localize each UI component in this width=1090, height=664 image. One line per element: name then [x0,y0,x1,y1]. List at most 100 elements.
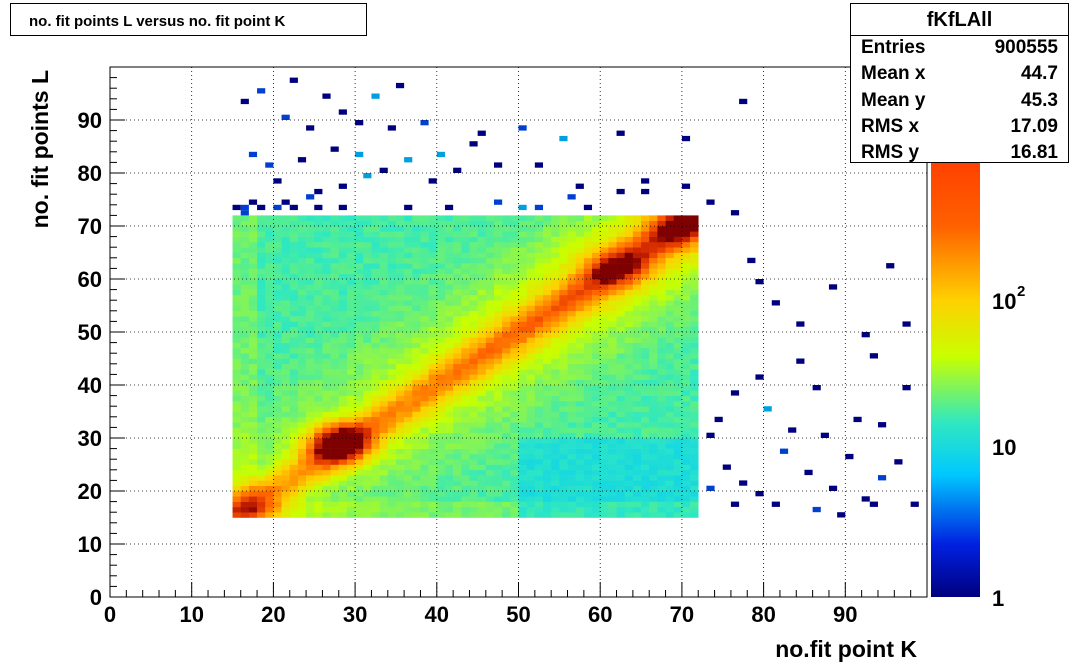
heatmap-cell [551,453,560,460]
x-tick-label: 80 [751,602,775,627]
heatmap-cell [444,305,454,312]
heatmap-cell [428,316,438,322]
outlier-cell [739,480,748,486]
heatmap-cell [387,390,397,396]
heatmap-cell [379,374,389,380]
heatmap-cell [461,422,470,428]
heatmap-cell [551,411,560,418]
heatmap-cell [592,512,601,518]
heatmap-cell [363,395,372,402]
heatmap-cell [314,321,323,327]
heatmap-cell [395,432,405,439]
heatmap-cell [281,480,291,486]
heatmap-cell [461,294,470,301]
heatmap-cell [248,353,258,359]
heatmap-cell [641,321,650,327]
heatmap-cell [265,416,274,423]
heatmap-cell [567,506,576,513]
heatmap-cell [632,284,642,290]
heatmap-cell [559,475,568,481]
heatmap-cell [453,443,462,449]
heatmap-cell [428,512,438,518]
heatmap-cell [575,326,585,333]
heatmap-cell [681,379,691,386]
heatmap-cell [444,464,454,471]
heatmap-cell [379,406,389,412]
heatmap-cell [551,241,560,248]
heatmap-cell [297,469,307,476]
heatmap-cell [690,305,699,312]
heatmap-cell [608,512,617,518]
heatmap-cell [526,438,536,444]
heatmap-cell [673,480,683,486]
heatmap-cell [355,427,364,433]
heatmap-cell [600,347,609,354]
heatmap-cell [404,475,413,481]
heatmap-cell [477,369,487,375]
heatmap-cell [453,241,462,248]
heatmap-cell [477,491,487,497]
heatmap-cell [257,332,266,338]
heatmap-cell [265,231,274,237]
heatmap-cell [363,347,372,354]
heatmap-cell [453,480,462,486]
heatmap-cell [649,506,658,513]
heatmap-cell [608,395,617,402]
heatmap-cell [485,220,495,227]
heatmap-cell [363,506,372,513]
heatmap-cell [551,215,560,221]
heatmap-cell [355,506,364,513]
heatmap-cell [240,469,250,476]
heatmap-cell [436,294,446,301]
heatmap-cell [559,279,568,285]
heatmap-cell [649,268,658,274]
heatmap-cell [493,448,503,455]
heatmap-cell [469,363,478,370]
heatmap-cell [395,358,405,365]
heatmap-cell [551,400,560,407]
heatmap-cell [583,411,593,418]
heatmap-cell [657,506,666,513]
heatmap-cell [632,321,642,327]
heatmap-cell [404,347,413,354]
heatmap-cell [624,464,634,471]
heatmap-cell [363,252,372,259]
heatmap-cell [616,226,626,232]
heatmap-cell [240,305,250,312]
heatmap-cell [412,512,421,518]
heatmap-cell [649,512,658,518]
heatmap-cell [379,247,389,253]
heatmap-cell [281,406,291,412]
heatmap-cell [641,236,650,243]
heatmap-cell [436,453,446,460]
heatmap-cell [371,363,380,370]
heatmap-cell [338,358,348,365]
heatmap-cell [281,236,291,243]
heatmap-cell [297,247,307,253]
heatmap-cell [420,400,429,407]
heatmap-cell [485,273,495,280]
heatmap-cell [404,342,413,349]
heatmap-cell [592,422,601,428]
heatmap-cell [330,231,340,237]
heatmap-cell [412,411,421,418]
heatmap-cell [461,374,470,380]
heatmap-cell [461,390,470,396]
heatmap-cell [608,427,617,433]
heatmap-cell [257,252,266,259]
heatmap-cell [665,400,675,407]
heatmap-cell [616,406,626,412]
heatmap-cell [485,310,495,317]
heatmap-cell [632,459,642,465]
heatmap-cell [485,332,495,338]
heatmap-cell [387,475,397,481]
heatmap-cell [355,273,364,280]
heatmap-cell [281,337,291,343]
heatmap-cell [404,215,413,221]
heatmap-cell [616,268,626,274]
heatmap-cell [477,432,487,439]
heatmap-cell [551,491,560,497]
heatmap-cell [314,236,323,243]
heatmap-cell [379,347,389,354]
heatmap-cell [412,374,421,380]
